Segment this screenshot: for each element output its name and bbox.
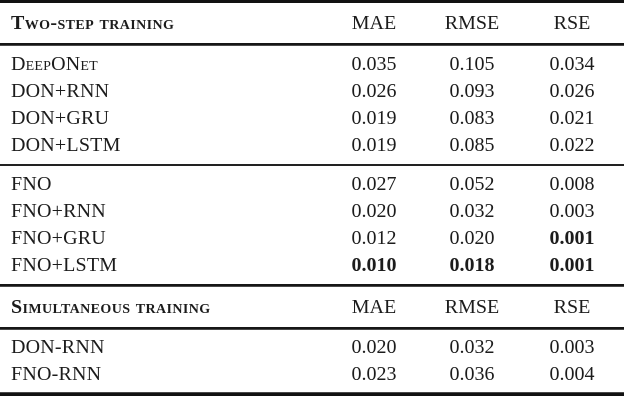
metric-value: 0.026 [549,80,595,102]
row-label: DeepONet [11,53,98,75]
metric-value: 0.003 [549,200,595,222]
table-row: FNO 0.027 0.052 0.008 [0,171,624,198]
table-row: DON+RNN 0.026 0.093 0.026 [0,78,624,105]
table-row: FNO+RNN 0.020 0.032 0.003 [0,198,624,225]
table-row: FNO-RNN 0.023 0.036 0.004 [0,361,624,388]
table-row: FNO+GRU 0.012 0.020 0.001 [0,225,624,252]
row-label: DON+GRU [11,107,110,129]
column-header-rmse: RMSE [444,295,500,318]
group-fno-models: FNO 0.027 0.052 0.008 FNO+RNN 0.020 0.03… [0,166,624,284]
row-label: FNO+LSTM [11,254,118,276]
metric-value: 0.019 [351,134,397,156]
group-divider-rule [0,164,624,166]
metric-value: 0.085 [449,134,495,156]
group-don-models: DeepONet 0.035 0.105 0.034 DON+RNN 0.026… [0,46,624,164]
metric-value: 0.003 [549,336,595,358]
section-title-two-step: Two-step training [11,11,175,34]
table-row: FNO+LSTM 0.010 0.018 0.001 [0,252,624,279]
column-header-rse: RSE [553,11,591,34]
row-label: FNO+RNN [11,200,106,222]
header-rule [0,43,624,46]
section-divider-rule [0,284,624,287]
metric-value: 0.021 [549,107,595,129]
metric-value: 0.026 [351,80,397,102]
metric-value: 0.018 [449,254,495,276]
row-label: DON+RNN [11,80,110,102]
section-title-simultaneous: Simultaneous training [11,295,211,318]
metric-value: 0.034 [549,53,595,75]
metric-value: 0.052 [449,173,495,195]
table-row: DON-RNN 0.020 0.032 0.003 [0,334,624,361]
row-label: DON-RNN [11,336,105,358]
column-header-mae: MAE [351,295,397,318]
metric-value: 0.105 [449,53,495,75]
metric-value: 0.023 [351,363,397,385]
table-row: DeepONet 0.035 0.105 0.034 [0,51,624,78]
metric-value: 0.027 [351,173,397,195]
metric-value: 0.032 [449,200,495,222]
metric-value: 0.083 [449,107,495,129]
metric-value: 0.035 [351,53,397,75]
section-header-row-simultaneous: Simultaneous training MAE RMSE RSE [0,287,624,327]
table-row: DON+GRU 0.019 0.083 0.021 [0,105,624,132]
row-label: FNO-RNN [11,363,102,385]
group-simultaneous-models: DON-RNN 0.020 0.032 0.003 FNO-RNN 0.023 … [0,330,624,392]
metric-value: 0.010 [351,254,397,276]
row-label: FNO+GRU [11,227,106,249]
header-rule [0,327,624,330]
section-header-row-two-step: Two-step training MAE RMSE RSE [0,3,624,43]
metric-value: 0.012 [351,227,397,249]
metric-value: 0.020 [351,200,397,222]
row-label: FNO [11,173,52,195]
metric-value: 0.019 [351,107,397,129]
column-header-rmse: RMSE [444,11,500,34]
table-row: DON+LSTM 0.019 0.085 0.022 [0,132,624,159]
metric-value: 0.008 [549,173,595,195]
metric-value: 0.020 [449,227,495,249]
column-header-rse: RSE [553,295,591,318]
metric-value: 0.020 [351,336,397,358]
metric-value: 0.004 [549,363,595,385]
top-rule [0,0,624,3]
row-label: DON+LSTM [11,134,121,156]
metric-value: 0.001 [549,254,595,276]
metric-value: 0.093 [449,80,495,102]
metric-value: 0.001 [549,227,595,249]
metric-value: 0.036 [449,363,495,385]
metric-value: 0.022 [549,134,595,156]
bottom-rule [0,392,624,396]
metric-value: 0.032 [449,336,495,358]
column-header-mae: MAE [351,11,397,34]
